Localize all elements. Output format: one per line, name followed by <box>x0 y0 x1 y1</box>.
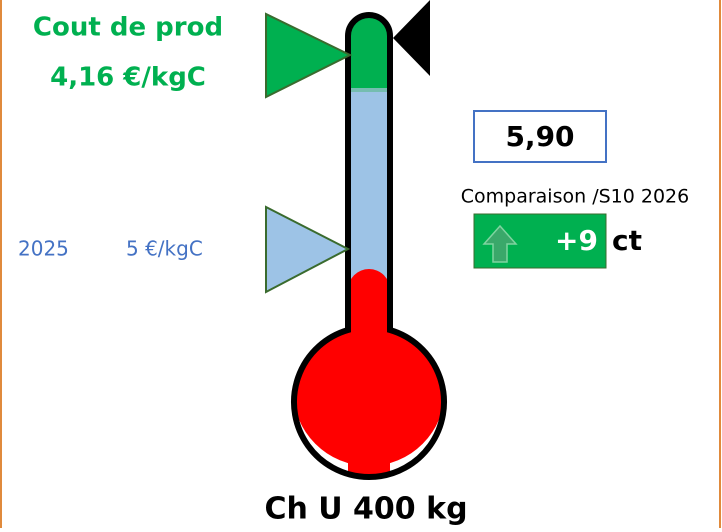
reference-value: 5 €/kgC <box>126 237 203 261</box>
cost-title: Cout de prod <box>33 13 223 43</box>
delta-value: +9 <box>555 224 598 257</box>
reference-year: 2025 <box>18 237 69 261</box>
footer-title: Ch U 400 kg <box>264 492 467 527</box>
thermometer-panel: Cout de prod 4,16 €/kgC 2025 5 €/kgC 5,9… <box>0 0 722 528</box>
comparison-label: Comparaison /S10 2026 <box>461 186 689 208</box>
delta-unit: ct <box>612 224 642 257</box>
price-value: 5,90 <box>505 120 574 153</box>
cost-value: 4,16 €/kgC <box>50 63 206 93</box>
